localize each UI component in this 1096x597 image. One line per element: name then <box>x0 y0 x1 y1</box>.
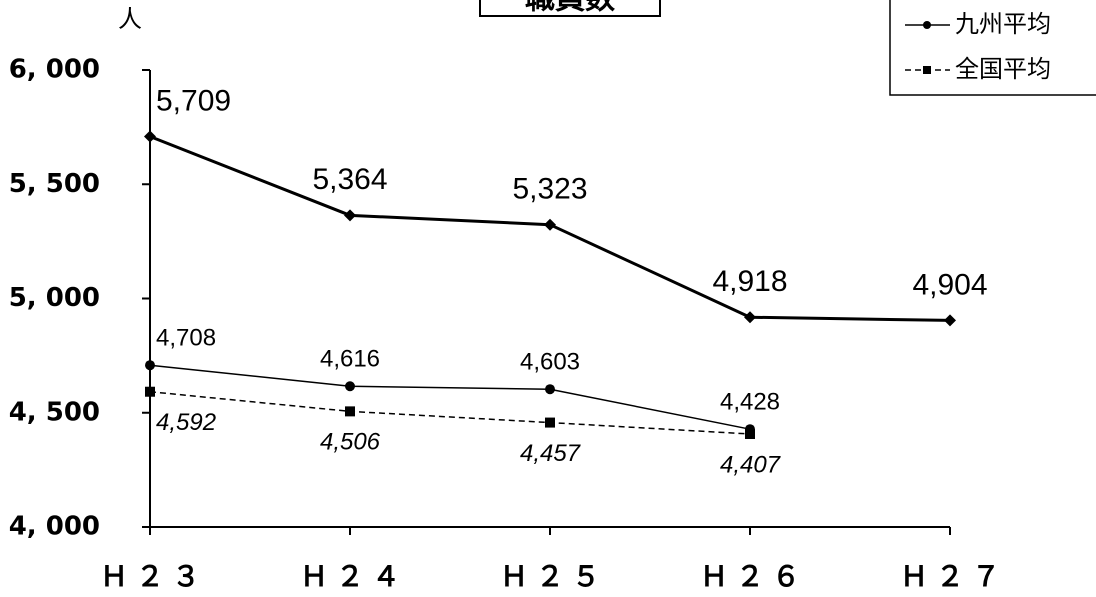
legend-label: 九州平均 <box>955 10 1051 38</box>
y-tick-label: 5, 500 <box>9 169 100 199</box>
data-label: 4,616 <box>320 346 380 373</box>
data-label: 4,457 <box>520 440 582 467</box>
point <box>545 384 555 395</box>
x-tick-label: Ｈ２４ <box>300 560 408 593</box>
y-tick-label: 6, 000 <box>9 55 100 85</box>
data-label: 4,708 <box>156 325 216 352</box>
point <box>145 386 155 397</box>
legend-marker <box>923 21 931 29</box>
series: 4,708 4,616 4,603 4,428 <box>145 325 780 435</box>
data-label: 4,603 <box>520 349 580 376</box>
point <box>145 360 155 371</box>
y-tick-label: 5, 000 <box>9 283 100 313</box>
data-label: 4,904 <box>912 268 987 301</box>
data-label: 4,918 <box>712 265 787 298</box>
y-tick-label: 4, 000 <box>9 512 100 542</box>
x-tick-label: Ｈ２３ <box>100 560 208 593</box>
legend-marker <box>923 66 931 74</box>
point <box>745 429 755 440</box>
data-label: 4,428 <box>720 389 780 416</box>
series: 4,592 4,506 4,457 4,407 <box>145 386 782 478</box>
point <box>345 381 355 392</box>
point <box>345 406 355 417</box>
chart-title: 職員数 <box>525 0 616 17</box>
point <box>344 209 356 222</box>
title-box <box>479 0 661 17</box>
point <box>944 314 956 327</box>
data-label: 4,407 <box>720 451 782 478</box>
y-axis-unit: 人 <box>118 5 142 33</box>
x-tick-label: Ｈ２７ <box>900 560 1008 593</box>
point <box>744 311 756 324</box>
series: 5,709 5,364 5,323 4,918 4,904 <box>144 84 988 327</box>
data-label: 5,364 <box>312 163 387 196</box>
x-tick-label: Ｈ２５ <box>500 560 608 593</box>
x-tick-label: Ｈ２６ <box>700 560 808 593</box>
data-label: 4,592 <box>156 409 216 436</box>
y-tick-label: 4, 500 <box>9 397 100 427</box>
legend-box <box>889 0 1096 96</box>
line <box>149 390 751 435</box>
line <box>149 364 751 430</box>
data-label: 5,709 <box>156 84 231 117</box>
data-label: 4,506 <box>320 429 381 456</box>
point <box>544 218 556 231</box>
point <box>545 417 555 428</box>
legend-label: 全国平均 <box>955 55 1051 83</box>
data-label: 5,323 <box>512 173 587 206</box>
point <box>144 130 156 143</box>
